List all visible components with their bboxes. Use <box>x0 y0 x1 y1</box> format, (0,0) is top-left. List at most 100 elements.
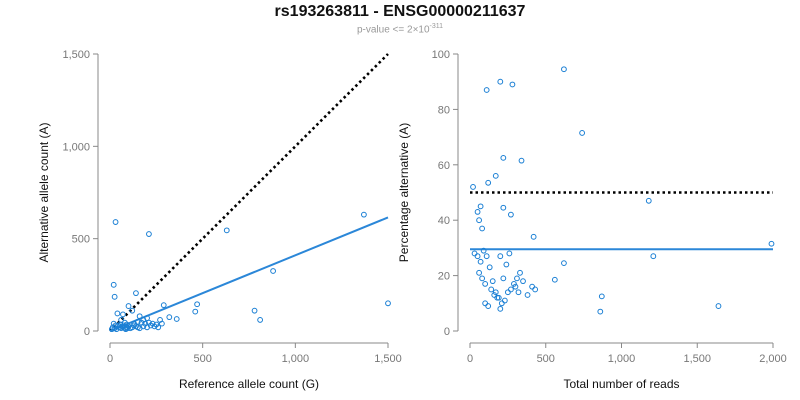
data-point <box>512 283 519 290</box>
data-point <box>155 324 162 331</box>
panel-1: 0 500 1,000 1,500 0 500 1,000 1,500 Reference al… <box>37 49 402 391</box>
data-point <box>114 310 121 317</box>
y-tick-label: 0 <box>84 326 90 338</box>
y-tick-label: 80 <box>438 104 450 116</box>
data-point <box>509 81 516 88</box>
data-point <box>124 325 131 332</box>
chart-subtitle: p-value <= 2×10-311 <box>0 23 800 35</box>
data-point <box>517 269 523 276</box>
data-point <box>715 303 722 309</box>
data-point <box>147 322 154 329</box>
data-point <box>194 301 201 308</box>
panel-2: 0 20 40 60 80 100 0 500 1,000 1,500 2,000 Total num… <box>397 49 787 391</box>
data-point <box>489 278 496 285</box>
y-tick-label: 20 <box>438 271 450 283</box>
data-point <box>477 258 484 265</box>
data-point <box>270 268 276 274</box>
data-point <box>518 157 525 164</box>
data-point <box>530 233 537 240</box>
data-point <box>476 269 482 276</box>
data-point <box>136 313 143 320</box>
data-point <box>492 289 499 296</box>
data-point <box>524 292 531 298</box>
x-axis-label: Reference allele count (G) <box>179 377 319 391</box>
data-point <box>166 314 173 321</box>
data-point <box>529 283 536 290</box>
x-tick-label: 1,000 <box>282 353 310 365</box>
data-point <box>471 250 478 257</box>
x-axis-label: Total number of reads <box>563 377 679 391</box>
x-tick-label: 500 <box>193 353 211 365</box>
y-tick-label: 40 <box>438 215 450 227</box>
y-tick-label: 1,000 <box>62 141 90 153</box>
data-point <box>500 204 507 211</box>
data-point <box>497 253 504 260</box>
data-point <box>520 278 526 285</box>
data-point <box>500 154 507 161</box>
data-point <box>474 253 481 260</box>
data-point <box>385 300 391 307</box>
data-point <box>597 308 604 315</box>
data-point <box>561 66 567 73</box>
data-point <box>515 289 522 296</box>
data-point <box>579 130 586 136</box>
data-point <box>501 297 508 304</box>
data-point <box>192 308 199 315</box>
y-tick-label: 0 <box>444 326 450 338</box>
x-tick-label: 0 <box>107 353 113 365</box>
data-point <box>508 211 514 218</box>
data-point <box>485 179 492 186</box>
data-point <box>160 302 167 309</box>
data-point <box>514 275 520 282</box>
data-point <box>470 184 476 190</box>
data-point <box>508 286 514 293</box>
x-tick-label: 500 <box>537 353 555 365</box>
y-tick-label: 100 <box>432 49 450 61</box>
data-point <box>483 87 490 93</box>
data-point <box>497 78 504 85</box>
data-point <box>479 225 486 232</box>
data-point <box>645 197 652 204</box>
data-point <box>477 203 484 210</box>
data-point <box>504 289 511 296</box>
data-point <box>173 316 180 322</box>
y-tick-label: 1,500 <box>62 49 90 61</box>
data-point <box>482 281 489 287</box>
data-point <box>486 264 493 271</box>
data-point <box>503 261 510 268</box>
data-point <box>133 290 139 297</box>
data-point <box>251 307 258 314</box>
data-point <box>223 227 230 234</box>
data-point <box>482 300 489 307</box>
data-point <box>561 260 567 267</box>
data-point <box>479 275 486 282</box>
y-tick-label: 60 <box>438 160 450 172</box>
data-point <box>158 320 165 327</box>
chart-title: rs193263811 - ENSG00000211637 <box>274 3 526 20</box>
data-point <box>257 317 264 323</box>
data-point <box>551 276 558 283</box>
data-point <box>506 250 513 257</box>
data-point <box>598 293 605 300</box>
x-tick-label: 1,500 <box>683 353 711 365</box>
x-tick-label: 1,500 <box>374 353 402 365</box>
x-tick-label: 1,000 <box>608 353 636 365</box>
data-point <box>497 305 504 312</box>
data-point <box>140 323 147 330</box>
subtitle-prefix: p-value <= 2×10 <box>356 24 430 36</box>
data-point <box>129 307 136 314</box>
data-point <box>511 281 517 287</box>
data-point <box>532 286 539 293</box>
y-axis-label: Alternative allele count (A) <box>37 122 51 262</box>
x-tick-label: 0 <box>467 353 473 365</box>
data-point <box>110 281 117 288</box>
data-point <box>111 293 118 300</box>
data-point <box>500 275 507 282</box>
reference-line <box>109 53 389 332</box>
y-tick-label: 500 <box>72 234 90 246</box>
data-point <box>474 208 481 215</box>
data-point <box>492 172 499 179</box>
subtitle-exponent: -311 <box>429 23 444 30</box>
data-point <box>768 240 775 247</box>
